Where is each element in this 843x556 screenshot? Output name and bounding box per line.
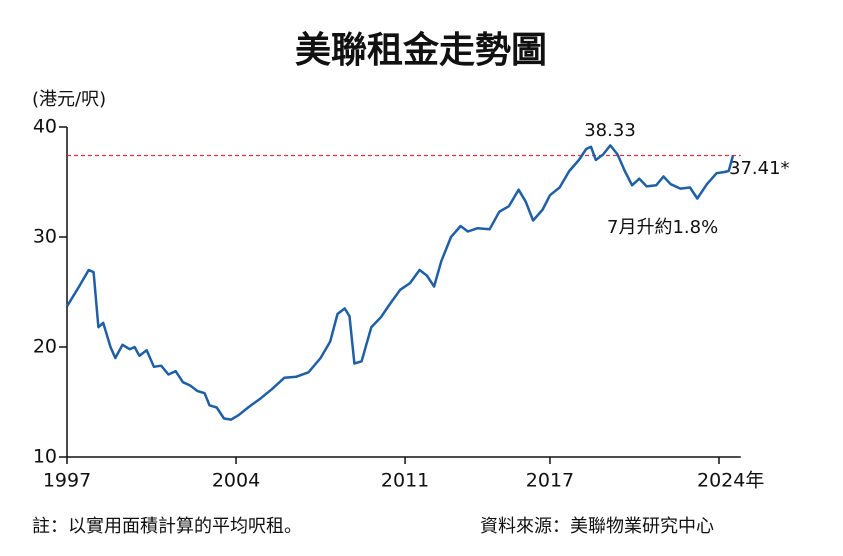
- latest-annotation: 37.41*: [729, 158, 790, 179]
- x-tick-label: 2011: [381, 470, 429, 492]
- y-tick-label: 40: [33, 116, 57, 138]
- y-tick-label: 30: [33, 226, 57, 248]
- chart-title: 美聯租金走勢圖: [295, 29, 547, 71]
- peak-annotation: 38.33: [584, 120, 636, 141]
- change-annotation: 7月升約1.8%: [607, 217, 718, 238]
- x-tick-label: 2017: [526, 470, 574, 492]
- y-tick-label: 10: [33, 446, 57, 468]
- footnote: 註：以實用面積計算的平均呎租。: [32, 516, 302, 537]
- x-tick-label: 2004: [212, 470, 260, 492]
- line-series: [65, 144, 735, 421]
- source: 資料來源：美聯物業研究中心: [480, 516, 714, 537]
- x-tick-label: 1997: [43, 470, 91, 492]
- x-tick-label: 2024年: [697, 470, 764, 492]
- y-tick-label: 20: [33, 336, 57, 358]
- y-axis-label: (港元/呎): [32, 89, 106, 110]
